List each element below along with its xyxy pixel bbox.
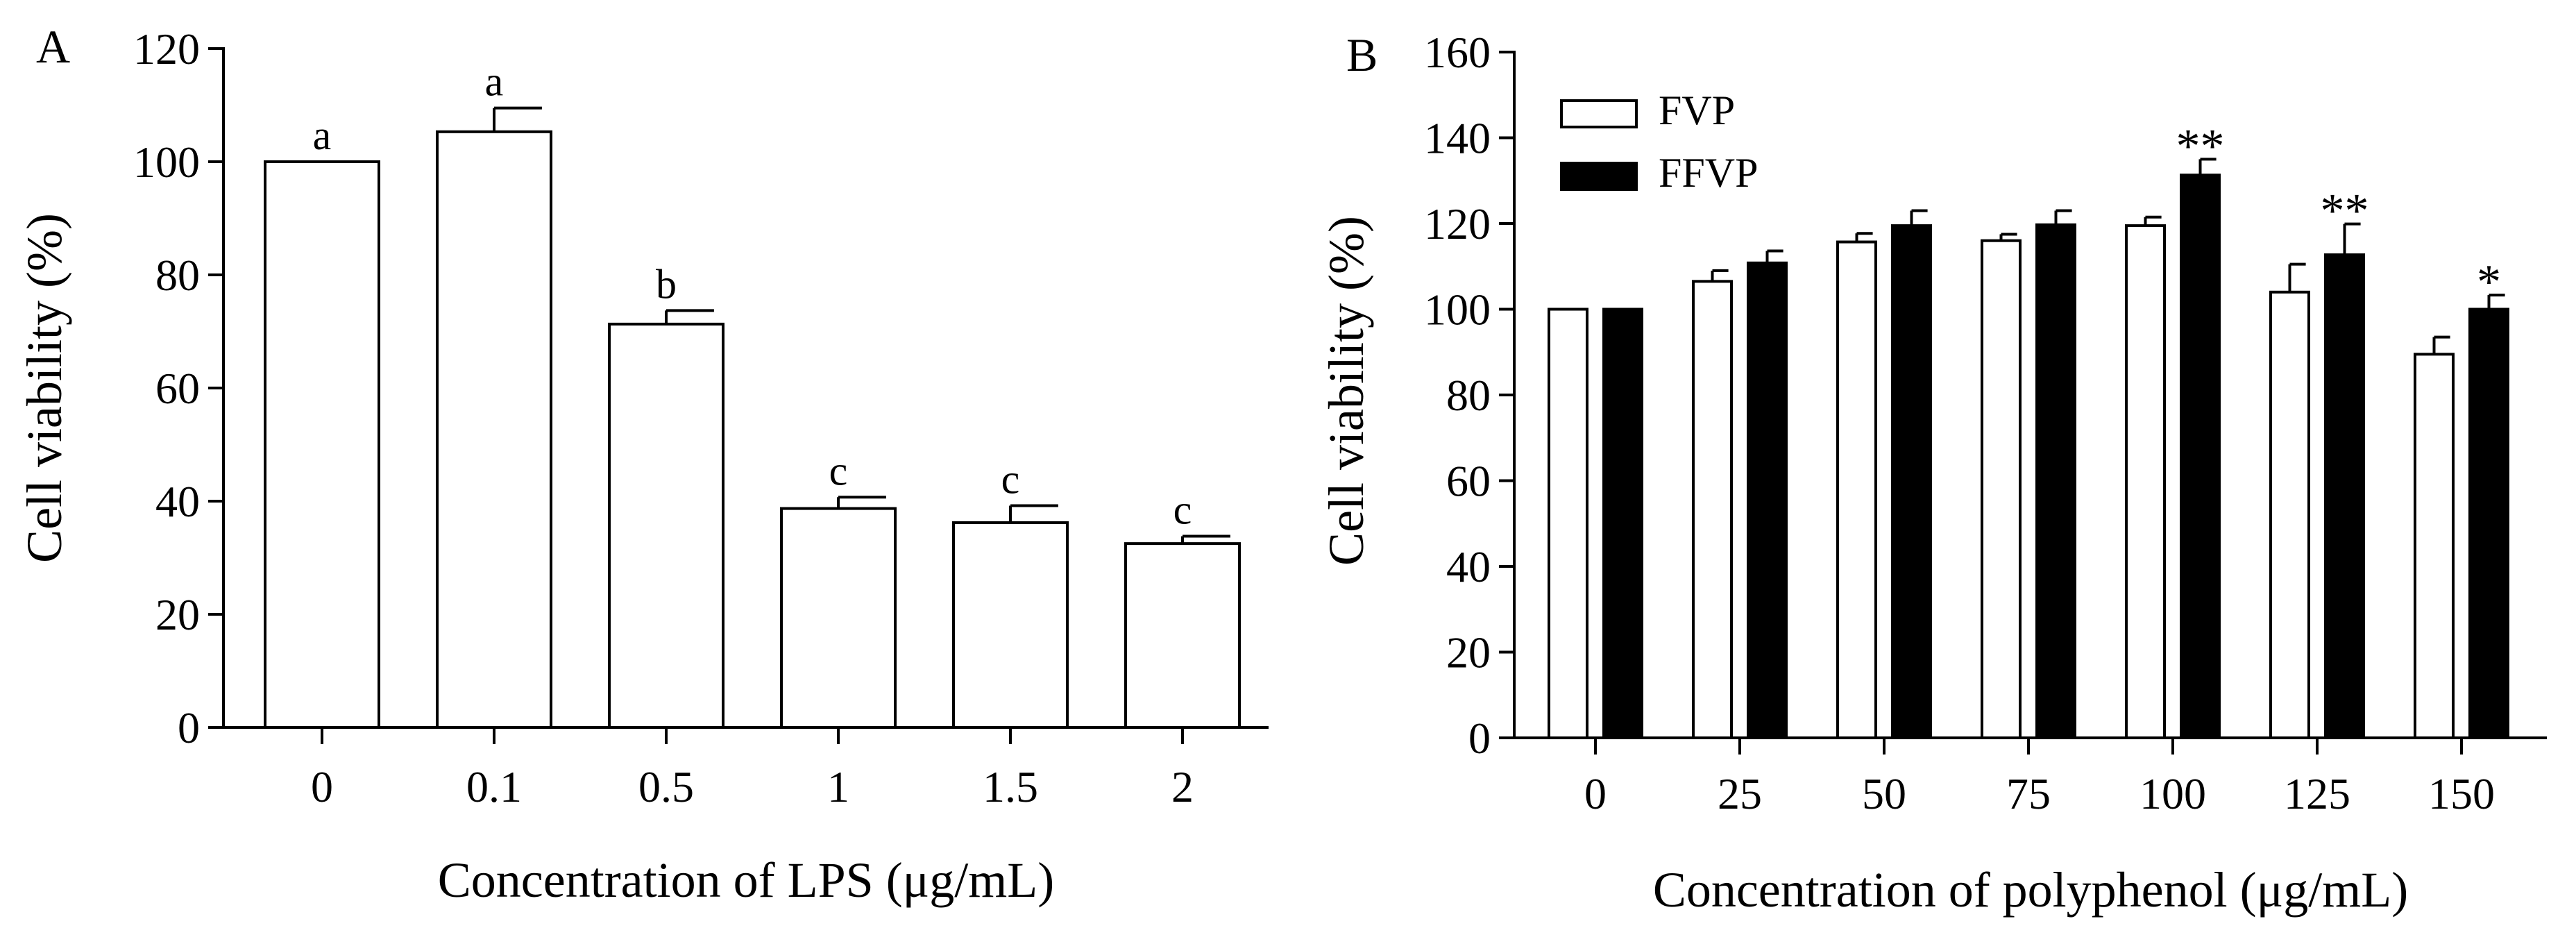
bar-fvp bbox=[1548, 307, 1588, 739]
bar-value bbox=[264, 160, 380, 729]
y-tick-label: 120 bbox=[1424, 199, 1491, 248]
significance-star: ** bbox=[2176, 119, 2225, 173]
significance-letter: c bbox=[1173, 487, 1192, 533]
bar-ffvp bbox=[1602, 307, 1643, 739]
bar-ffvp bbox=[2468, 307, 2509, 739]
bar-value bbox=[780, 507, 897, 729]
x-tick-label: 75 bbox=[2006, 769, 2051, 818]
y-tick-label: 60 bbox=[1446, 457, 1491, 506]
x-tick-label: 0 bbox=[1584, 769, 1607, 818]
y-tick-label: 160 bbox=[1424, 28, 1491, 77]
x-tick-label: 1 bbox=[827, 762, 849, 811]
x-tick-label: 100 bbox=[2139, 769, 2206, 818]
y-tick-label: 100 bbox=[1424, 285, 1491, 335]
y-tick-label: 0 bbox=[178, 703, 200, 752]
panel-label: B bbox=[1346, 28, 1378, 81]
panel-label: A bbox=[36, 20, 70, 73]
bar-value bbox=[1124, 542, 1241, 729]
y-tick-label: 40 bbox=[155, 477, 200, 526]
bar-fvp bbox=[1836, 240, 1877, 739]
panel-a: A 0 20 40 60 80 100 120 Cell viability (%) 0 a 0.1 a… bbox=[17, 20, 1269, 908]
y-tick-label: 0 bbox=[1468, 714, 1491, 763]
x-axis-title: Concentration of polyphenol (μg/mL) bbox=[1653, 862, 2408, 918]
y-tick-label: 80 bbox=[155, 251, 200, 300]
significance-letter: b bbox=[656, 261, 677, 307]
significance-star: ** bbox=[2321, 185, 2369, 238]
y-tick-label: 140 bbox=[1424, 114, 1491, 163]
y-axis-title: Cell viability (%) bbox=[1319, 216, 1374, 566]
significance-letter: c bbox=[1001, 457, 1020, 503]
x-tick-label: 125 bbox=[2284, 769, 2350, 818]
bar-ffvp bbox=[1891, 224, 1932, 739]
bar-fvp bbox=[2414, 353, 2455, 739]
bar-ffvp bbox=[1747, 261, 1788, 739]
x-tick-label: 25 bbox=[1718, 769, 1762, 818]
x-tick-label: 150 bbox=[2428, 769, 2495, 818]
x-tick-label: 0 bbox=[311, 762, 333, 811]
significance-letter: a bbox=[485, 59, 504, 105]
significance-letter: a bbox=[313, 112, 332, 158]
y-tick-label: 20 bbox=[1446, 628, 1491, 677]
significance-star: * bbox=[2477, 255, 2501, 309]
y-tick-label: 20 bbox=[155, 590, 200, 639]
bar-value bbox=[952, 521, 1069, 729]
bar-fvp bbox=[1981, 239, 2022, 739]
bar-value bbox=[436, 130, 552, 729]
legend-swatch-fvp bbox=[1560, 99, 1638, 128]
x-tick-label: 1.5 bbox=[983, 762, 1038, 811]
x-tick-label: 2 bbox=[1171, 762, 1194, 811]
bar-fvp bbox=[2125, 224, 2166, 739]
significance-letter: c bbox=[829, 448, 848, 494]
bar-ffvp bbox=[2035, 223, 2076, 740]
y-tick-label: 120 bbox=[133, 24, 200, 74]
legend-label-ffvp: FFVP bbox=[1659, 150, 1758, 196]
bar-fvp bbox=[1692, 280, 1733, 739]
y-tick-label: 60 bbox=[155, 364, 200, 413]
legend-label-fvp: FVP bbox=[1659, 87, 1735, 133]
x-tick-label: 0.5 bbox=[638, 762, 694, 811]
y-axis-title: Cell viability (%) bbox=[17, 213, 72, 563]
y-tick-label: 40 bbox=[1446, 542, 1491, 591]
x-tick-label: 50 bbox=[1862, 769, 1906, 818]
y-tick-label: 100 bbox=[133, 137, 200, 187]
legend-swatch-ffvp bbox=[1560, 162, 1638, 191]
y-tick-label: 80 bbox=[1446, 371, 1491, 420]
bar-ffvp bbox=[2324, 253, 2365, 739]
bar-value bbox=[608, 322, 724, 729]
panel-b: B 0 20 40 60 80 100 120 140 160 Cell viability (%)… bbox=[1319, 28, 2547, 918]
x-axis-title: Concentration of LPS (μg/mL) bbox=[438, 852, 1054, 908]
bar-ffvp bbox=[2180, 174, 2221, 740]
x-tick-label: 0.1 bbox=[466, 762, 522, 811]
bar-fvp bbox=[2269, 290, 2310, 739]
